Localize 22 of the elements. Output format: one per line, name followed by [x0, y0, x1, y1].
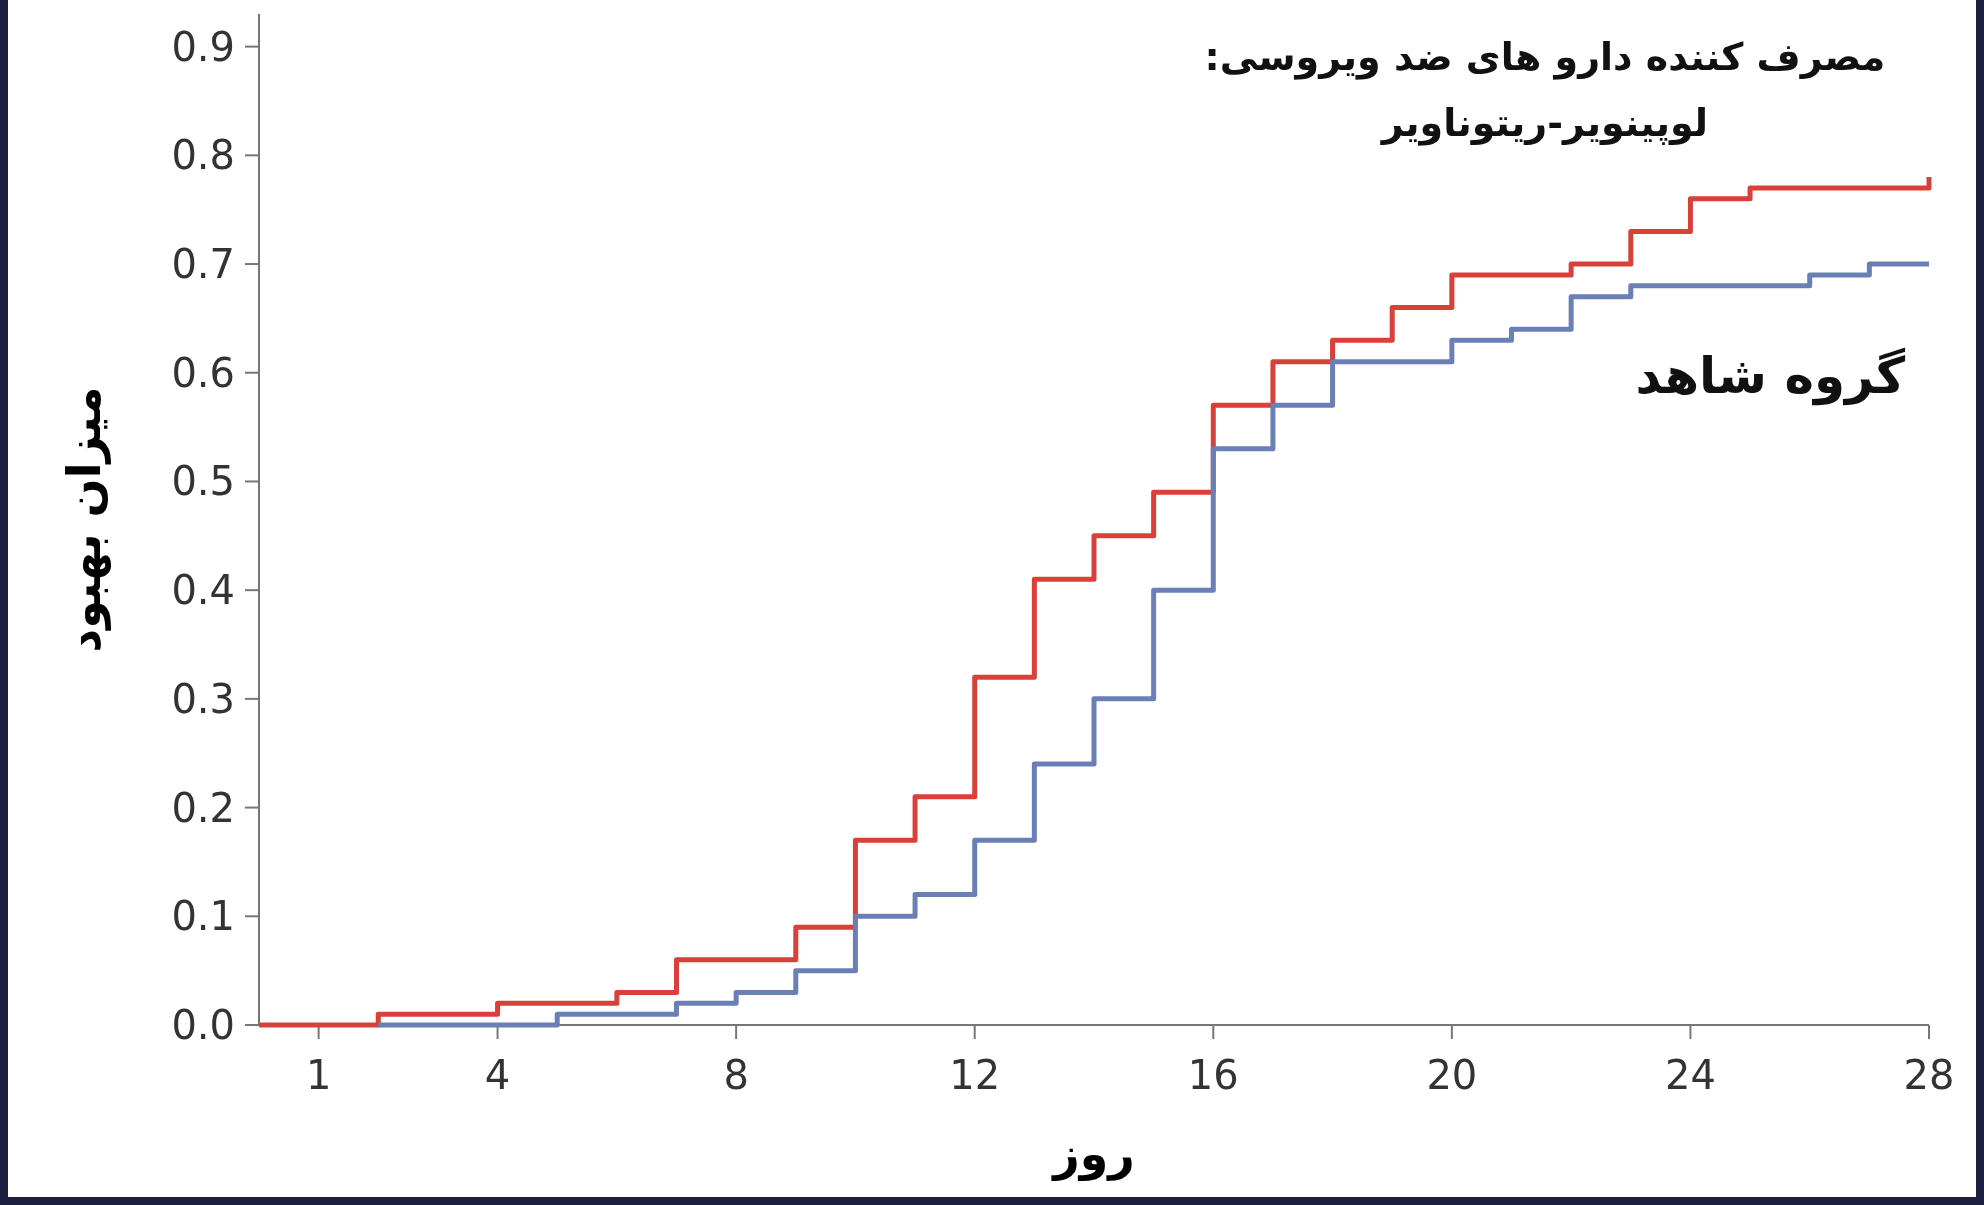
x-tick-label: 12 — [949, 1052, 1001, 1098]
y-tick-label: 0.1 — [171, 893, 235, 940]
y-tick-label: 0.9 — [171, 23, 235, 70]
x-tick-label: 20 — [1426, 1052, 1478, 1098]
y-tick-label: 0.8 — [171, 132, 235, 179]
series-label: گروه شاهد — [1635, 347, 1907, 407]
x-tick-label: 28 — [1903, 1052, 1955, 1098]
x-tick-label: 4 — [484, 1052, 511, 1098]
y-tick-label: 0.2 — [171, 784, 235, 831]
x-tick-label: 1 — [305, 1052, 332, 1098]
y-axis-title: میزان بهبود — [57, 386, 111, 653]
x-tick-label: 24 — [1664, 1052, 1716, 1098]
y-tick-label: 0.5 — [171, 458, 235, 505]
series-label: مصرف کننده دارو های ضد ویروسی: لوپینویر-ریتوناویر — [1204, 34, 1886, 146]
y-tick-label: 0.6 — [171, 349, 235, 396]
x-tick-label: 8 — [723, 1052, 749, 1098]
y-tick-label: 0.3 — [171, 675, 235, 722]
y-tick-label: 0.4 — [171, 567, 235, 614]
y-tick-label: 0.0 — [171, 1002, 235, 1048]
x-axis-title: روز — [1051, 1127, 1135, 1181]
x-tick-label: 16 — [1187, 1052, 1239, 1098]
y-tick-label: 0.7 — [171, 241, 235, 288]
